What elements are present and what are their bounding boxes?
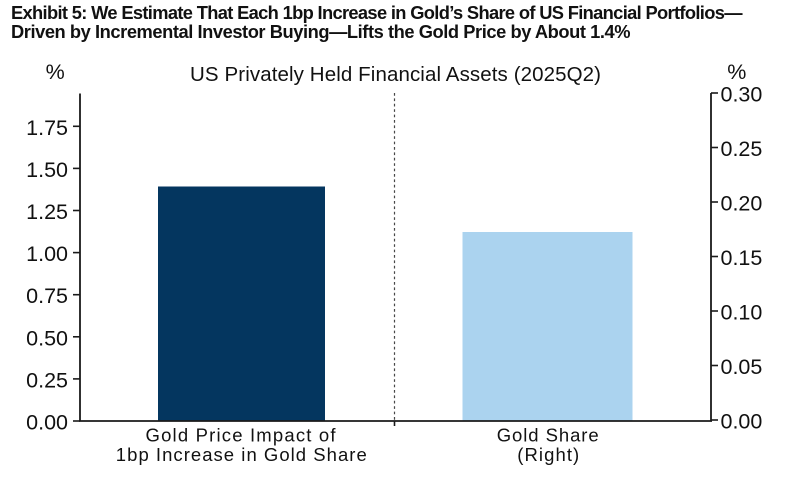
- svg-text:(Right): (Right): [517, 444, 579, 465]
- svg-text:1.50: 1.50: [26, 158, 68, 182]
- svg-text:Gold Share: Gold Share: [497, 425, 599, 446]
- svg-text:0.10: 0.10: [721, 301, 763, 325]
- svg-text:0.75: 0.75: [26, 284, 68, 308]
- svg-text:0.50: 0.50: [26, 326, 68, 350]
- svg-text:%: %: [46, 60, 65, 84]
- svg-text:US Privately Held Financial As: US Privately Held Financial Assets (2025…: [190, 63, 601, 86]
- svg-text:0.05: 0.05: [721, 355, 763, 379]
- svg-text:0.30: 0.30: [721, 83, 763, 107]
- svg-text:Exhibit 5: We Estimate That Ea: Exhibit 5: We Estimate That Each 1bp Inc…: [11, 2, 743, 23]
- svg-text:0.00: 0.00: [721, 410, 763, 434]
- svg-text:%: %: [727, 60, 746, 84]
- svg-text:1bp Increase in Gold Share: 1bp Increase in Gold Share: [116, 444, 367, 465]
- svg-text:0.20: 0.20: [721, 192, 763, 216]
- svg-text:0.25: 0.25: [721, 137, 763, 161]
- svg-text:Driven by Incremental Investor: Driven by Incremental Investor Buying—Li…: [11, 21, 631, 42]
- svg-text:0.25: 0.25: [26, 368, 68, 392]
- svg-text:1.75: 1.75: [26, 116, 68, 140]
- svg-text:0.00: 0.00: [26, 411, 68, 435]
- svg-text:1.00: 1.00: [26, 242, 68, 266]
- svg-text:Gold Price Impact of: Gold Price Impact of: [146, 425, 337, 446]
- svg-text:1.25: 1.25: [26, 200, 68, 224]
- svg-text:0.15: 0.15: [721, 246, 763, 270]
